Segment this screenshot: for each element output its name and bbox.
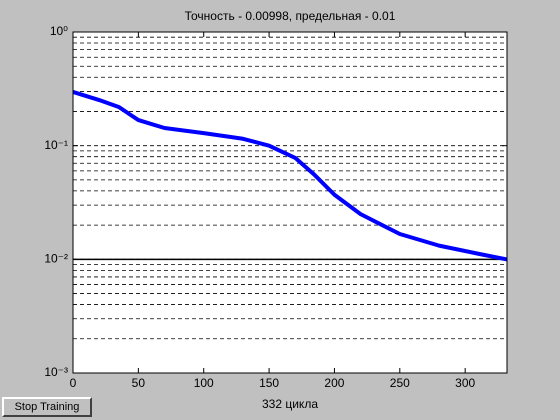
y-tick-label: 10⁻¹: [44, 138, 68, 152]
data-line: [72, 90, 508, 262]
x-tick-label: 200: [324, 376, 344, 390]
x-tick-label: 250: [390, 376, 410, 390]
x-axis-label: 332 цикла: [262, 397, 318, 411]
plot-frame: [72, 31, 508, 374]
x-tick-label: 150: [259, 376, 279, 390]
stop-training-button[interactable]: Stop Training: [2, 397, 92, 417]
plot-area: [72, 31, 508, 374]
y-tick-label: 10⁰: [50, 24, 68, 38]
y-tick-label: 10⁻²: [44, 252, 68, 266]
x-tick-label: 50: [132, 376, 146, 390]
x-tick-label: 300: [455, 376, 475, 390]
y-tick-label: 10⁻³: [44, 365, 68, 379]
x-tick-label: 100: [194, 376, 214, 390]
x-tick-label: 0: [70, 376, 77, 390]
chart-title: Точность - 0.00998, предельная - 0.01: [185, 9, 396, 23]
